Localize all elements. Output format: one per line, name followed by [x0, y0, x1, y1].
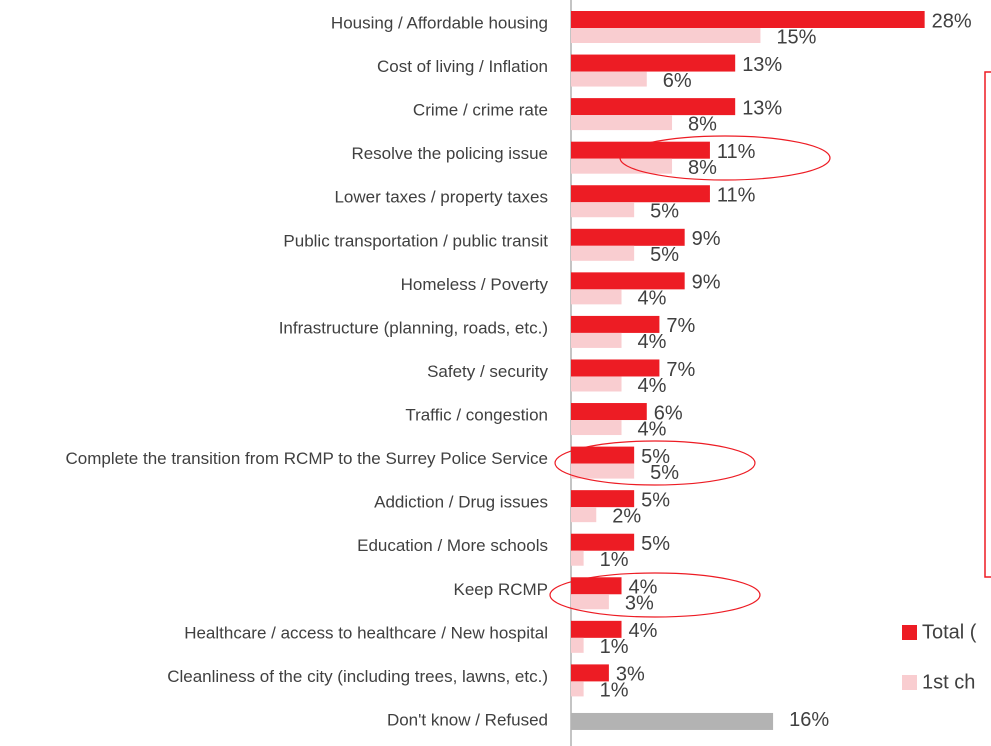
category-label: Infrastructure (planning, roads, etc.) [279, 318, 548, 337]
bar [571, 681, 584, 697]
bar [571, 620, 622, 638]
bar [571, 490, 635, 508]
value-label: 4% [638, 288, 667, 310]
value-label: 4% [638, 375, 667, 397]
value-label: 1% [600, 636, 629, 658]
value-label: 8% [688, 157, 717, 179]
value-label: 9% [692, 272, 721, 294]
bar [571, 446, 635, 464]
category-label: Public transportation / public transit [283, 231, 548, 250]
value-label: 3% [625, 593, 654, 615]
value-label: 4% [629, 620, 658, 642]
bar [571, 245, 635, 261]
value-label: 5% [641, 489, 670, 511]
value-label: 11% [717, 141, 756, 163]
bar [571, 664, 609, 682]
value-label: 28% [932, 10, 972, 32]
category-label: Traffic / congestion [405, 406, 548, 425]
bar [571, 712, 774, 730]
value-label: 5% [641, 533, 670, 555]
category-label: Education / More schools [357, 536, 548, 555]
value-label: 15% [776, 26, 816, 48]
value-label: 5% [650, 201, 679, 223]
bar [571, 115, 673, 131]
bar [571, 463, 635, 479]
bar [571, 11, 925, 28]
category-label: Complete the transition from RCMP to the… [66, 449, 549, 468]
bar [571, 185, 710, 203]
category-label: Cost of living / Inflation [377, 57, 548, 76]
bar [571, 550, 584, 566]
annotation-box [984, 71, 991, 578]
value-label: 4% [629, 577, 658, 599]
bar [571, 315, 660, 333]
bar [571, 98, 736, 116]
bar [571, 359, 660, 377]
bar [571, 332, 622, 348]
value-label: 6% [663, 70, 692, 92]
category-label: Housing / Affordable housing [331, 13, 548, 32]
value-label: 13% [742, 54, 782, 76]
value-label: 5% [650, 462, 679, 484]
category-label: Addiction / Drug issues [374, 493, 548, 512]
bar [571, 594, 609, 610]
category-label: Healthcare / access to healthcare / New … [184, 623, 548, 642]
value-label: 1% [600, 680, 629, 702]
value-label: 3% [616, 664, 645, 686]
legend-label: 1st ch [922, 671, 975, 693]
bar [571, 202, 635, 218]
bar [571, 289, 622, 305]
value-label: 9% [692, 228, 721, 250]
bar [571, 228, 685, 246]
bar [571, 141, 710, 159]
category-label: Resolve the policing issue [351, 144, 548, 163]
value-label: 4% [638, 331, 667, 353]
category-label: Keep RCMP [454, 580, 548, 599]
value-label: 11% [717, 185, 756, 207]
category-label: Crime / crime rate [413, 101, 548, 120]
value-label: 7% [666, 359, 695, 381]
highlight-ellipse [554, 440, 756, 486]
bar [571, 376, 622, 392]
category-label: Lower taxes / property taxes [334, 188, 548, 207]
bar [571, 28, 761, 43]
value-label: 7% [666, 315, 695, 337]
highlight-ellipse [549, 572, 761, 618]
value-label: 16% [789, 709, 829, 731]
bar [571, 71, 647, 87]
value-label: 8% [688, 113, 717, 135]
category-label: Safety / security [427, 362, 548, 381]
bar [571, 272, 685, 290]
legend-swatch [902, 625, 917, 640]
value-label: 1% [600, 549, 629, 571]
value-label: 6% [654, 402, 683, 424]
bar [571, 403, 647, 421]
bar [571, 420, 622, 436]
legend-swatch [902, 675, 917, 690]
value-label: 13% [742, 97, 782, 119]
bar [571, 158, 673, 174]
bar [571, 637, 584, 653]
value-label: 4% [638, 418, 667, 440]
value-label: 2% [612, 505, 641, 527]
bar [571, 54, 736, 72]
bar [571, 507, 597, 523]
category-label: Cleanliness of the city (including trees… [167, 667, 548, 686]
bar [571, 533, 635, 551]
category-label: Homeless / Poverty [401, 275, 549, 294]
value-label: 5% [650, 244, 679, 266]
bar [571, 577, 622, 595]
highlight-ellipse [619, 135, 831, 181]
category-label: Don't know / Refused [387, 710, 548, 729]
legend-label: Total ( [922, 621, 977, 643]
value-label: 5% [641, 446, 670, 468]
